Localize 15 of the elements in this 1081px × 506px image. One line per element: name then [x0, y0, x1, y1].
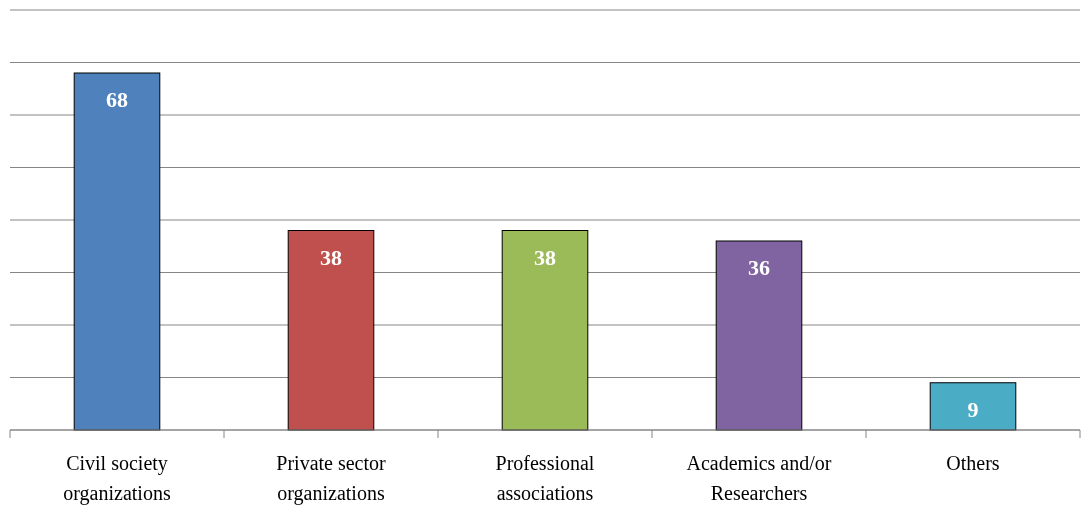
x-tick-label: Others — [946, 452, 1000, 474]
data-label: 68 — [106, 87, 128, 112]
bar — [501, 230, 589, 431]
data-label: 38 — [320, 244, 342, 270]
data-label: 9 — [967, 396, 979, 422]
data-label: 38 — [534, 244, 556, 270]
x-tick-label: Private sector organizations — [276, 452, 387, 505]
bar — [287, 230, 375, 431]
bar — [73, 72, 161, 431]
data-label: 36 — [748, 255, 770, 280]
x-tick-label: Professional associations — [495, 452, 595, 504]
bar — [929, 382, 1017, 431]
x-tick-label: Academics and/or Researchers — [686, 452, 832, 504]
bar — [715, 240, 803, 431]
x-tick-label: Civil society organizations — [63, 452, 171, 505]
